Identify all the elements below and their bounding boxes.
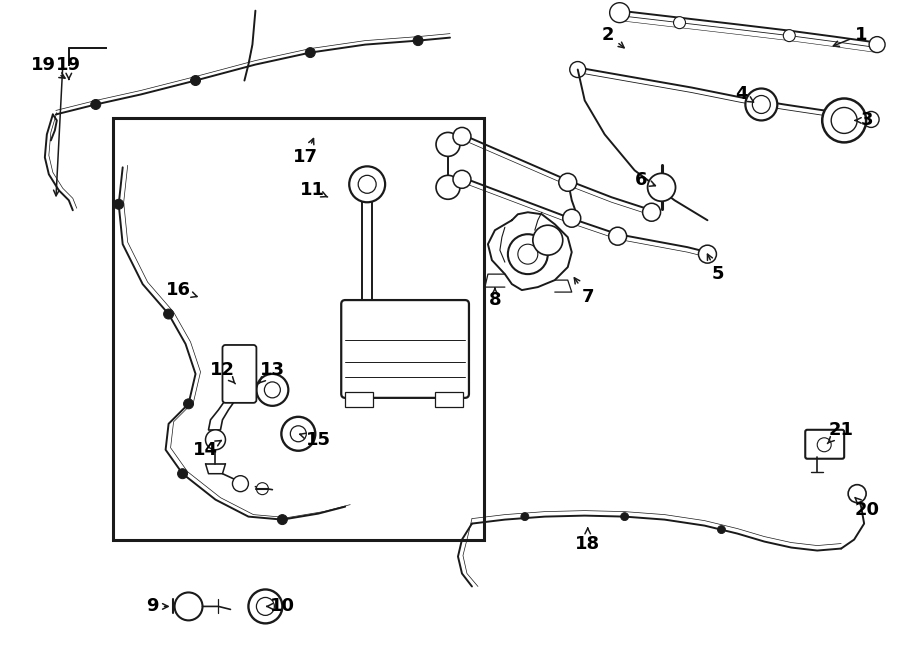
- Circle shape: [518, 244, 538, 264]
- Text: 11: 11: [300, 181, 328, 199]
- Circle shape: [256, 597, 274, 616]
- Circle shape: [621, 512, 628, 520]
- Text: 20: 20: [855, 498, 879, 518]
- Circle shape: [349, 166, 385, 203]
- Circle shape: [673, 17, 686, 28]
- Text: 6: 6: [635, 171, 655, 189]
- Bar: [435, 392, 463, 407]
- Text: 18: 18: [575, 528, 600, 553]
- Circle shape: [91, 99, 101, 109]
- Circle shape: [113, 199, 123, 209]
- Circle shape: [648, 173, 676, 201]
- Text: 19: 19: [57, 56, 81, 79]
- FancyBboxPatch shape: [806, 430, 844, 459]
- Circle shape: [559, 173, 577, 191]
- Text: 3: 3: [855, 111, 873, 130]
- Circle shape: [265, 382, 281, 398]
- Circle shape: [562, 209, 580, 227]
- Circle shape: [717, 526, 725, 534]
- Text: 1: 1: [833, 26, 868, 46]
- FancyBboxPatch shape: [222, 345, 256, 403]
- Circle shape: [175, 592, 202, 620]
- Circle shape: [533, 225, 562, 255]
- Circle shape: [745, 89, 778, 120]
- Text: 19: 19: [31, 56, 65, 78]
- Circle shape: [164, 309, 174, 319]
- Bar: [346, 392, 374, 407]
- Text: 8: 8: [489, 288, 501, 309]
- Circle shape: [783, 30, 796, 42]
- Text: 12: 12: [210, 361, 235, 384]
- Circle shape: [752, 95, 770, 113]
- Circle shape: [863, 111, 879, 127]
- Circle shape: [358, 175, 376, 193]
- Circle shape: [817, 438, 832, 451]
- Circle shape: [256, 374, 288, 406]
- Text: 14: 14: [193, 440, 221, 459]
- Text: 17: 17: [292, 138, 318, 166]
- Text: 13: 13: [258, 361, 285, 384]
- Circle shape: [436, 175, 460, 199]
- Circle shape: [305, 48, 315, 58]
- Circle shape: [643, 203, 661, 221]
- Circle shape: [521, 512, 529, 520]
- Text: 2: 2: [601, 26, 624, 48]
- Circle shape: [232, 476, 248, 492]
- Circle shape: [453, 170, 471, 188]
- Circle shape: [823, 99, 866, 142]
- Circle shape: [698, 245, 716, 263]
- Text: 9: 9: [147, 597, 168, 616]
- Circle shape: [413, 36, 423, 46]
- Circle shape: [453, 127, 471, 146]
- Circle shape: [869, 36, 885, 52]
- FancyBboxPatch shape: [341, 300, 469, 398]
- Circle shape: [191, 75, 201, 85]
- Circle shape: [608, 227, 626, 245]
- Circle shape: [848, 485, 866, 502]
- Text: 7: 7: [574, 278, 594, 306]
- Circle shape: [277, 514, 287, 524]
- Circle shape: [291, 426, 306, 442]
- Text: 15: 15: [300, 431, 331, 449]
- Circle shape: [282, 417, 315, 451]
- Text: 4: 4: [735, 85, 753, 103]
- Circle shape: [177, 469, 187, 479]
- Circle shape: [508, 234, 548, 274]
- Text: 10: 10: [266, 597, 295, 616]
- Text: 21: 21: [827, 421, 854, 444]
- Circle shape: [256, 483, 268, 495]
- Bar: [112, 118, 484, 540]
- Text: 5: 5: [707, 254, 724, 283]
- Circle shape: [184, 399, 194, 409]
- Circle shape: [436, 132, 460, 156]
- Text: 16: 16: [166, 281, 197, 299]
- Circle shape: [609, 3, 630, 23]
- Circle shape: [832, 107, 857, 134]
- Circle shape: [570, 62, 586, 77]
- Circle shape: [205, 430, 226, 449]
- Circle shape: [248, 589, 283, 624]
